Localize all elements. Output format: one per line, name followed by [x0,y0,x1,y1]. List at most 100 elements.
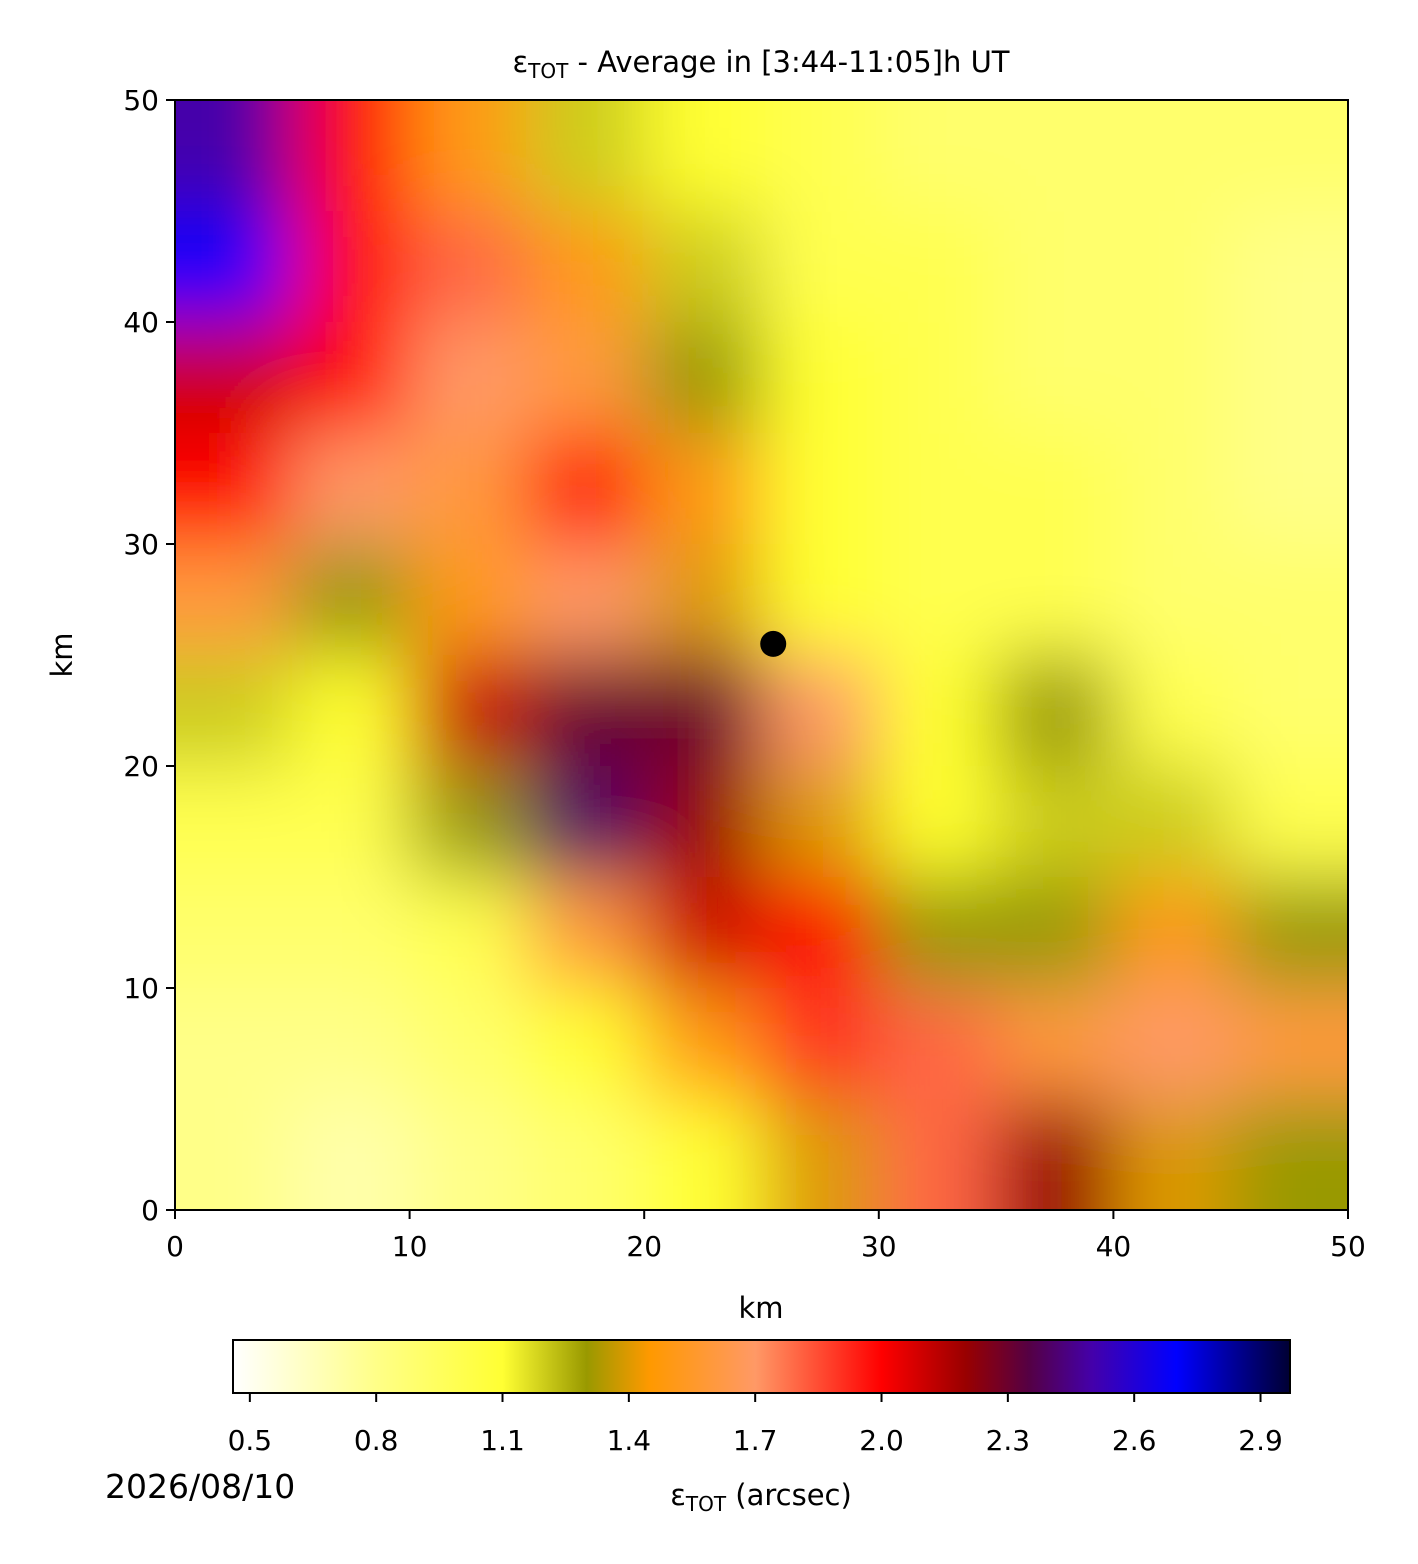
heatmap-cell [409,544,527,655]
y-tick-label: 20 [123,750,159,783]
heatmap-cell [409,322,527,433]
heatmap-cell [175,655,293,766]
heatmap-cell [878,544,997,655]
heatmap-cell [761,655,879,766]
heatmap-cell [644,877,762,988]
heatmap-cell [761,100,879,211]
colorbar-tick-label: 1.4 [607,1424,652,1457]
heatmap-cell [644,766,762,877]
heatmap-cell [292,1099,410,1210]
heatmap-cell [644,100,762,211]
y-tick-label: 50 [123,84,159,117]
heatmap-cell [175,322,293,433]
heatmap-cell [175,988,293,1099]
heatmap-cell [1113,100,1231,211]
heatmap-cell [526,544,645,655]
heatmap-cell [996,988,1114,1099]
heatmap-cell [175,766,293,877]
heatmap-cell [409,766,527,877]
heatmap-cell [292,655,410,766]
heatmap-cell [878,1099,997,1210]
heatmap-cell [175,544,293,655]
heatmap-cell [526,655,645,766]
x-tick-label: 30 [861,1230,897,1263]
heatmap-cell [1230,100,1348,211]
chart-title: εTOT - Average in [3:44-11:05]h UT [512,45,1009,83]
heatmap-cell [996,877,1114,988]
heatmap-cell [878,322,997,433]
heatmap-cell [878,433,997,544]
heatmap-cell [1230,433,1348,544]
heatmap-cell [409,100,527,211]
heatmap-cell [1113,655,1231,766]
axes-frame [174,99,1349,1211]
heatmap-cell [996,211,1114,322]
heatmap-cell [644,988,762,1099]
heatmap-cell [1113,544,1231,655]
heatmap-cell [1230,877,1348,988]
heatmap-cell [996,1099,1114,1210]
heatmap-cell [996,655,1114,766]
heatmap [175,100,1348,1210]
heatmap-cell [175,877,293,988]
colorbar-tick-label: 0.5 [228,1424,273,1457]
heatmap-cell [761,877,879,988]
heatmap-cell [292,988,410,1099]
y-tick-label: 40 [123,306,159,339]
heatmap-cell [175,100,293,211]
colorbar-tick-label: 0.8 [354,1424,399,1457]
heatmap-cell [526,322,645,433]
heatmap-cell [292,100,410,211]
heatmap-cell [409,655,527,766]
heatmap-cell [409,433,527,544]
x-tick-label: 0 [166,1230,184,1263]
colorbar-label: εTOT (arcsec) [670,1478,852,1516]
heatmap-cell [292,322,410,433]
date-label: 2026/08/10 [105,1467,295,1506]
heatmap-cell [761,322,879,433]
y-tick-label: 30 [123,528,159,561]
heatmap-cell [526,988,645,1099]
x-tick-label: 50 [1330,1230,1366,1263]
heatmap-cell [175,1099,293,1210]
heatmap-cell [1113,988,1231,1099]
site-marker [760,630,787,657]
heatmap-cell [1230,544,1348,655]
heatmap-cell [1113,211,1231,322]
heatmap-cell [292,766,410,877]
heatmap-cell [644,655,762,766]
heatmap-cell [996,100,1114,211]
heatmap-cell [409,877,527,988]
heatmap-cell [1230,766,1348,877]
heatmap-cell [526,766,645,877]
heatmap-cell [878,988,997,1099]
heatmap-cell [1230,655,1348,766]
heatmap-cell [1230,322,1348,433]
colorbar-tick-label: 1.1 [480,1424,525,1457]
heatmap-cell [996,322,1114,433]
heatmap-cell [1230,1099,1348,1210]
heatmap-cell [1113,322,1231,433]
heatmap-cell [526,433,645,544]
colorbar-tick-label: 2.0 [859,1424,904,1457]
x-tick-label: 40 [1096,1230,1132,1263]
heatmap-cell [878,655,997,766]
heatmap-cell [292,544,410,655]
heatmap-cell [878,766,997,877]
x-axis-label: km [738,1291,783,1325]
colorbar-tick-label: 2.9 [1238,1424,1283,1457]
heatmap-cell [644,1099,762,1210]
y-tick-label: 10 [123,972,159,1005]
colorbar-tick-label: 1.7 [733,1424,778,1457]
x-tick-label: 20 [626,1230,662,1263]
heatmap-cell [644,544,762,655]
heatmap-cell [1230,988,1348,1099]
heatmap-cell [996,433,1114,544]
heatmap-cell [878,100,997,211]
heatmap-cell [292,211,410,322]
heatmap-cells [175,100,1348,1210]
heatmap-cell [644,211,762,322]
y-axis-label: km [45,632,79,677]
heatmap-cell [292,433,410,544]
heatmap-cell [526,100,645,211]
